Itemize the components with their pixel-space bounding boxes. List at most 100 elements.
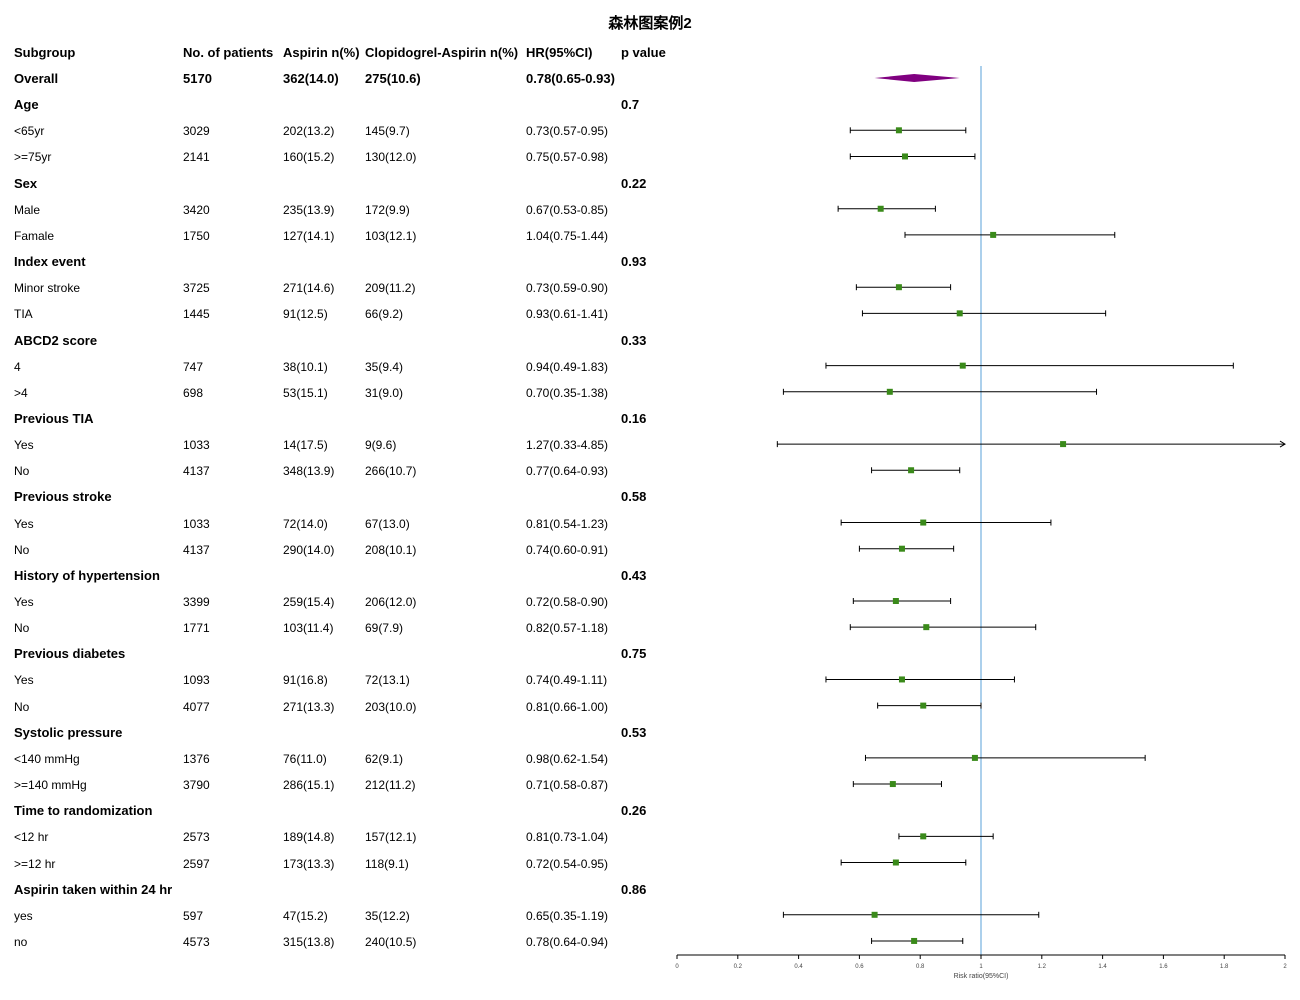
- point-estimate-15: [898, 676, 905, 683]
- point-estimate-7: [959, 362, 966, 369]
- row-11-hr: 0.94(0.49-1.83): [526, 359, 609, 374]
- row-0-clopidogrel: 275(10.6): [365, 71, 421, 86]
- row-11-patients: 747: [183, 359, 204, 374]
- row-23-aspirin: 91(16.8): [283, 673, 328, 688]
- row-0-aspirin: 362(14.0): [283, 71, 339, 86]
- row-32-subgroup: yes: [14, 908, 33, 923]
- row-33-aspirin: 315(13.8): [283, 934, 335, 949]
- row-23-subgroup: Yes: [14, 673, 34, 688]
- row-29-clopidogrel: 157(12.1): [365, 830, 417, 845]
- row-18-aspirin: 290(14.0): [283, 542, 335, 557]
- point-estimate-19: [920, 833, 927, 840]
- row-14-clopidogrel: 9(9.6): [365, 438, 397, 453]
- row-30-aspirin: 173(13.3): [283, 856, 335, 871]
- row-6-aspirin: 127(14.1): [283, 228, 335, 243]
- point-estimate-11: [920, 519, 927, 526]
- row-12-patients: 698: [183, 385, 204, 400]
- row-5-patients: 3420: [183, 202, 210, 217]
- row-29-aspirin: 189(14.8): [283, 830, 335, 845]
- row-23-clopidogrel: 72(13.1): [365, 673, 410, 688]
- row-10-subgroup: ABCD2 score: [14, 332, 98, 348]
- row-25-pvalue: 0.53: [621, 724, 647, 740]
- row-3-patients: 2141: [183, 150, 210, 165]
- row-17-subgroup: Yes: [14, 516, 34, 531]
- row-8-aspirin: 271(14.6): [283, 281, 335, 296]
- row-14-patients: 1033: [183, 438, 210, 453]
- row-31-pvalue: 0.86: [621, 881, 647, 897]
- row-17-clopidogrel: 67(13.0): [365, 516, 410, 531]
- row-32-clopidogrel: 35(12.2): [365, 908, 410, 923]
- row-2-clopidogrel: 145(9.7): [365, 124, 410, 139]
- row-2-subgroup: <65yr: [14, 124, 45, 139]
- row-8-clopidogrel: 209(11.2): [365, 281, 416, 296]
- header-subgroup: Subgroup: [14, 45, 76, 60]
- row-12-hr: 0.70(0.35-1.38): [526, 385, 609, 400]
- row-0-patients: 5170: [183, 71, 212, 86]
- row-3-clopidogrel: 130(12.0): [365, 150, 417, 165]
- row-30-clopidogrel: 118(9.1): [365, 856, 409, 871]
- row-21-hr: 0.82(0.57-1.18): [526, 621, 609, 636]
- row-28-pvalue: 0.26: [621, 803, 647, 819]
- row-6-subgroup: Famale: [14, 228, 55, 243]
- point-estimate-1: [895, 127, 902, 134]
- row-0-subgroup: Overall: [14, 71, 59, 86]
- row-10-pvalue: 0.33: [621, 332, 647, 348]
- row-20-clopidogrel: 206(12.0): [365, 595, 417, 609]
- row-5-aspirin: 235(13.9): [283, 202, 335, 217]
- point-estimate-13: [892, 598, 899, 604]
- row-24-clopidogrel: 203(10.0): [365, 699, 417, 714]
- row-8-hr: 0.73(0.59-0.90): [526, 281, 609, 296]
- row-7-subgroup: Index event: [14, 254, 86, 270]
- row-21-aspirin: 103(11.4): [283, 621, 334, 636]
- row-11-clopidogrel: 35(9.4): [365, 359, 404, 374]
- x-tick-label-1: 0.2: [734, 964, 743, 970]
- row-1-subgroup: Age: [14, 97, 39, 113]
- row-15-hr: 0.77(0.64-0.93): [526, 464, 609, 479]
- row-9-clopidogrel: 66(9.2): [365, 307, 404, 322]
- row-8-patients: 3725: [183, 281, 210, 296]
- row-15-aspirin: 348(13.9): [283, 464, 335, 479]
- point-estimate-2: [902, 153, 908, 160]
- row-30-hr: 0.72(0.54-0.95): [526, 856, 609, 871]
- row-13-subgroup: Previous TIA: [14, 410, 94, 426]
- row-20-hr: 0.72(0.58-0.90): [526, 595, 609, 609]
- row-33-hr: 0.78(0.64-0.94): [526, 934, 609, 949]
- header-pvalue: p value: [621, 45, 666, 60]
- row-29-hr: 0.81(0.73-1.04): [526, 830, 609, 845]
- row-14-hr: 1.27(0.33-4.85): [526, 438, 609, 453]
- row-31-subgroup: Aspirin taken within 24 hr: [14, 881, 173, 897]
- point-estimate-22: [911, 937, 918, 944]
- x-tick-label-2: 0.4: [794, 964, 803, 970]
- header-hr: HR(95%CI): [526, 45, 593, 60]
- row-30-subgroup: >=12 hr: [14, 856, 56, 871]
- x-tick-label-8: 1.6: [1159, 964, 1168, 970]
- row-27-clopidogrel: 212(11.2): [365, 778, 416, 793]
- row-11-aspirin: 38(10.1): [283, 359, 328, 374]
- row-3-subgroup: >=75yr: [14, 150, 52, 165]
- row-29-subgroup: <12 hr: [14, 830, 49, 845]
- row-27-aspirin: 286(15.1): [283, 778, 335, 793]
- row-18-subgroup: No: [14, 542, 30, 557]
- row-24-hr: 0.81(0.66-1.00): [526, 699, 609, 714]
- row-33-clopidogrel: 240(10.5): [365, 934, 417, 949]
- row-32-hr: 0.65(0.35-1.19): [526, 908, 609, 923]
- row-9-aspirin: 91(12.5): [283, 307, 328, 322]
- row-24-aspirin: 271(13.3): [283, 699, 335, 714]
- row-3-aspirin: 160(15.2): [283, 150, 335, 165]
- row-32-patients: 597: [183, 908, 204, 923]
- x-axis-label: Risk ratio(95%CI): [954, 973, 1009, 980]
- row-26-clopidogrel: 62(9.1): [365, 751, 404, 766]
- x-tick-label-7: 1.4: [1098, 964, 1107, 970]
- point-estimate-12: [898, 545, 905, 552]
- row-17-aspirin: 72(14.0): [283, 516, 328, 531]
- x-tick-label-0: 0: [675, 964, 679, 970]
- point-estimate-5: [895, 284, 902, 291]
- row-7-pvalue: 0.93: [621, 254, 647, 270]
- row-9-patients: 1445: [183, 307, 210, 322]
- row-3-hr: 0.75(0.57-0.98): [526, 150, 609, 165]
- row-18-hr: 0.74(0.60-0.91): [526, 542, 609, 557]
- row-19-subgroup: History of hypertension: [14, 567, 160, 583]
- row-18-patients: 4137: [183, 542, 210, 557]
- row-0-hr: 0.78(0.65-0.93): [526, 71, 615, 86]
